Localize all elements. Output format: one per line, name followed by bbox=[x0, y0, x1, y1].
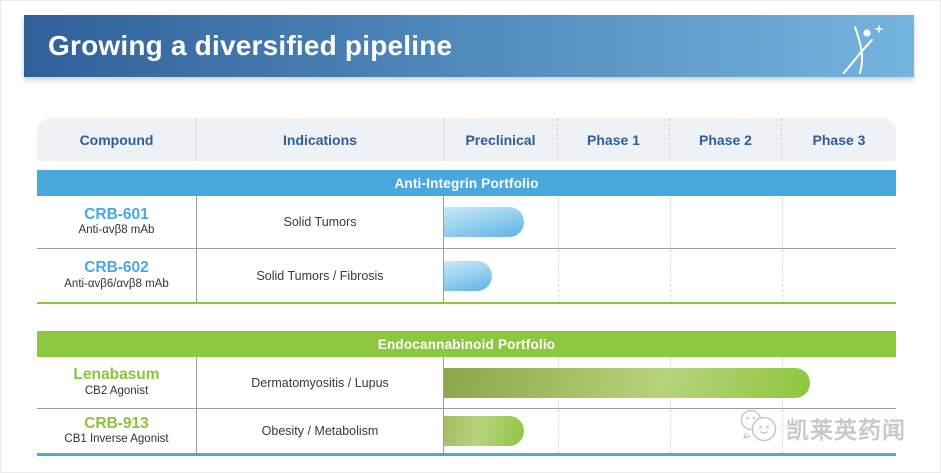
compound-name: CRB-913 bbox=[84, 414, 149, 432]
indication-cell: Obesity / Metabolism bbox=[197, 409, 444, 453]
phase-track bbox=[444, 357, 896, 408]
compound-name: CRB-601 bbox=[84, 205, 149, 223]
anti-integrin-section: CRB-601 Anti-αvβ8 mAb Solid Tumors CRB-6… bbox=[37, 196, 896, 304]
compound-cell: CRB-602 Anti-αvβ6/αvβ8 mAb bbox=[37, 249, 197, 302]
progress-bar-crb-601 bbox=[444, 207, 524, 237]
indication-cell: Solid Tumors bbox=[197, 196, 444, 248]
phase-gridline bbox=[558, 249, 559, 302]
column-header-phase2: Phase 2 bbox=[670, 118, 782, 161]
compound-name: CRB-602 bbox=[84, 259, 149, 277]
phase-gridline bbox=[782, 409, 783, 453]
section-banner-endocannabinoid: Endocannabinoid Portfolio bbox=[37, 331, 896, 357]
endocannabinoid-section: Lenabasum CB2 Agonist Dermatomyositis / … bbox=[37, 357, 896, 456]
phase-track bbox=[444, 196, 896, 248]
indication-cell: Solid Tumors / Fibrosis bbox=[197, 249, 444, 302]
progress-bar-crb-913 bbox=[444, 416, 524, 446]
phase-track bbox=[444, 409, 896, 453]
table-header-row: Compound Indications Preclinical Phase 1… bbox=[37, 118, 896, 161]
phase-track bbox=[444, 249, 896, 302]
company-figure-logo-icon bbox=[834, 21, 884, 82]
compound-cell: CRB-601 Anti-αvβ8 mAb bbox=[37, 196, 197, 248]
pipeline-row-crb-913: CRB-913 CB1 Inverse Agonist Obesity / Me… bbox=[37, 408, 896, 453]
phase-gridline bbox=[670, 409, 671, 453]
column-header-phase3: Phase 3 bbox=[812, 131, 866, 148]
pipeline-row-crb-602: CRB-602 Anti-αvβ6/αvβ8 mAb Solid Tumors … bbox=[37, 248, 896, 302]
phase-gridline bbox=[670, 249, 671, 302]
pipeline-row-crb-601: CRB-601 Anti-αvβ8 mAb Solid Tumors bbox=[37, 196, 896, 248]
column-header-preclinical: Preclinical bbox=[444, 118, 558, 161]
compound-cell: Lenabasum CB2 Agonist bbox=[37, 357, 197, 408]
phase-gridline bbox=[558, 409, 559, 453]
compound-name: Lenabasum bbox=[73, 366, 160, 384]
indication-cell: Dermatomyositis / Lupus bbox=[197, 357, 444, 408]
pipeline-row-lenabasum: Lenabasum CB2 Agonist Dermatomyositis / … bbox=[37, 357, 896, 408]
column-header-indications: Indications bbox=[197, 118, 444, 161]
title-bar: Growing a diversified pipeline bbox=[24, 15, 914, 77]
progress-bar-lenabasum bbox=[444, 367, 811, 398]
compound-mechanism: Anti-αvβ8 mAb bbox=[78, 224, 155, 237]
column-header-phase1: Phase 1 bbox=[558, 118, 670, 161]
watermark: 凯莱英药闻 bbox=[737, 407, 906, 448]
progress-bar-crb-602 bbox=[444, 260, 492, 291]
wechat-bubbles-icon bbox=[737, 407, 779, 448]
phase-gridline bbox=[558, 196, 559, 248]
page-title: Growing a diversified pipeline bbox=[48, 30, 453, 61]
compound-mechanism: CB1 Inverse Agonist bbox=[64, 433, 169, 446]
phase-gridline bbox=[670, 196, 671, 248]
section-banner-anti-integrin: Anti-Integrin Portfolio bbox=[37, 170, 896, 196]
phase-gridline bbox=[782, 249, 783, 302]
phase-gridline bbox=[782, 196, 783, 248]
watermark-text: 凯莱英药闻 bbox=[786, 416, 906, 443]
column-header-compound: Compound bbox=[37, 118, 197, 161]
compound-cell: CRB-913 CB1 Inverse Agonist bbox=[37, 409, 197, 453]
compound-mechanism: Anti-αvβ6/αvβ8 mAb bbox=[64, 277, 169, 290]
compound-mechanism: CB2 Agonist bbox=[84, 384, 149, 397]
